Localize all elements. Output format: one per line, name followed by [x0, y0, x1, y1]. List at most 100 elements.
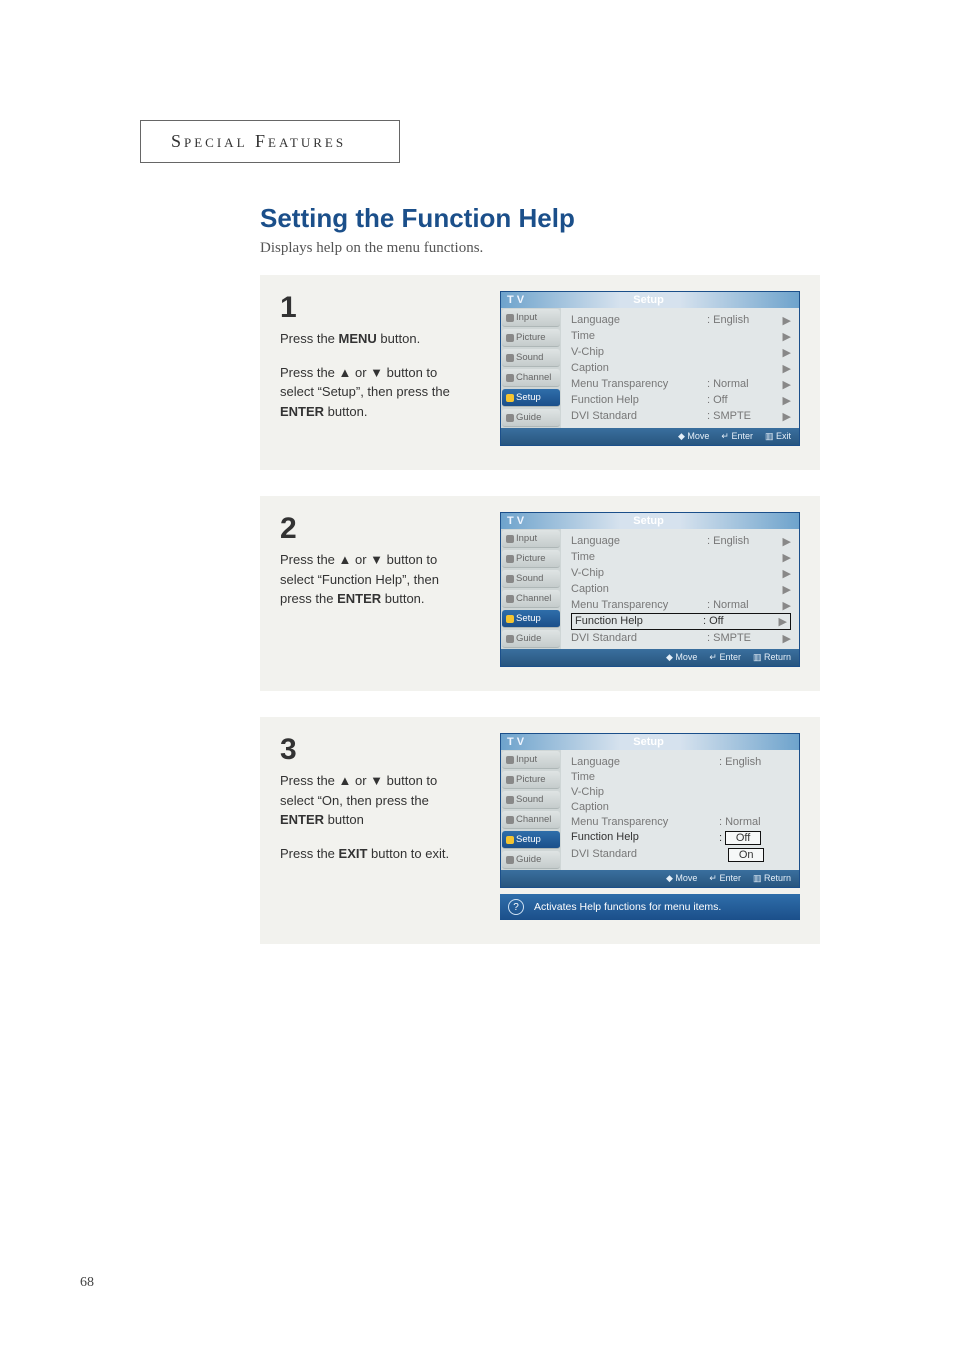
chevron-right-icon: ▶ — [779, 346, 791, 359]
row-label: Menu Transparency — [571, 816, 719, 828]
chevron-right-icon: ▶ — [779, 567, 791, 580]
tab-picture[interactable]: Picture — [502, 550, 560, 568]
osd-tv-label: T V — [507, 515, 524, 527]
text: button. — [381, 591, 424, 606]
tab-picture[interactable]: Picture — [502, 771, 560, 789]
footer-enter: ↵ Enter — [709, 873, 741, 884]
text: Press the ▲ or ▼ button to select “Setup… — [280, 365, 450, 400]
osd-screenshot-2: T V Setup Input Picture Sound Channel Se… — [500, 512, 800, 667]
option-on[interactable]: On — [728, 848, 764, 862]
page-number: 68 — [80, 1275, 94, 1291]
row-label: Time — [571, 551, 707, 564]
row-value: : Normal — [707, 378, 779, 391]
text: button. — [324, 404, 367, 419]
row-value: : Normal — [719, 816, 791, 828]
osd-tabs: Input Picture Sound Channel Setup Guide — [501, 750, 561, 870]
step-1-panel: 1 Press the MENU button. Press the ▲ or … — [260, 275, 820, 470]
tab-input[interactable]: Input — [502, 751, 560, 769]
chevron-right-icon: ▶ — [779, 535, 791, 548]
step-2-text: Press the ▲ or ▼ button to select “Funct… — [280, 550, 470, 609]
footer-enter: ↵ Enter — [709, 652, 741, 663]
tab-input[interactable]: Input — [502, 309, 560, 327]
tab-setup[interactable]: Setup — [502, 831, 560, 849]
tab-guide[interactable]: Guide — [502, 851, 560, 869]
osd-tabs: Input Picture Sound Channel Setup Guide — [501, 529, 561, 649]
osd-title: Setup — [633, 736, 664, 748]
step-3-text-1: Press the ▲ or ▼ button to select “On, t… — [280, 771, 470, 830]
footer-move: ◆ Move — [666, 652, 697, 663]
step-3-number: 3 — [280, 733, 470, 767]
tab-channel[interactable]: Channel — [502, 369, 560, 387]
tab-setup[interactable]: Setup — [502, 389, 560, 407]
tab-guide[interactable]: Guide — [502, 630, 560, 648]
step-2-panel: 2 Press the ▲ or ▼ button to select “Fun… — [260, 496, 820, 691]
row-value: : English — [719, 756, 791, 768]
step-3-text-2: Press the EXIT button to exit. — [280, 844, 470, 864]
row-label: DVI Standard — [571, 410, 707, 423]
tab-input[interactable]: Input — [502, 530, 560, 548]
help-hint-bar: ? Activates Help functions for menu item… — [500, 894, 800, 920]
footer-return: ▥ Return — [753, 652, 791, 663]
row-label: Function Help — [571, 394, 707, 407]
step-2-number: 2 — [280, 512, 470, 546]
chevron-right-icon: ▶ — [779, 632, 791, 645]
step-1-number: 1 — [280, 291, 470, 325]
row-value: : SMPTE — [707, 632, 779, 645]
text-bold: MENU — [339, 331, 377, 346]
row-label: DVI Standard — [571, 632, 707, 645]
row-label: Language — [571, 535, 707, 548]
text: Press the — [280, 331, 339, 346]
tab-channel[interactable]: Channel — [502, 590, 560, 608]
tab-guide[interactable]: Guide — [502, 409, 560, 427]
tab-picture[interactable]: Picture — [502, 329, 560, 347]
chevron-right-icon: ▶ — [779, 551, 791, 564]
section-header: Special Features — [140, 120, 400, 163]
question-icon: ? — [508, 899, 524, 915]
row-label: V-Chip — [571, 567, 707, 580]
chevron-right-icon: ▶ — [779, 362, 791, 375]
footer-move: ◆ Move — [666, 873, 697, 884]
text-bold: ENTER — [280, 404, 324, 419]
osd-tv-label: T V — [507, 736, 524, 748]
step-1-text-1: Press the MENU button. — [280, 329, 470, 349]
chevron-right-icon: ▶ — [779, 378, 791, 391]
row-label: Menu Transparency — [571, 378, 707, 391]
chevron-right-icon: ▶ — [779, 599, 791, 612]
chevron-right-icon: ▶ — [779, 314, 791, 327]
tab-channel[interactable]: Channel — [502, 811, 560, 829]
text: button — [324, 812, 364, 827]
row-label: V-Chip — [571, 346, 707, 359]
text: Press the — [280, 846, 339, 861]
footer-move: ◆ Move — [678, 431, 709, 442]
row-function-help[interactable]: Function Help : Off — [571, 829, 791, 846]
tab-sound[interactable]: Sound — [502, 349, 560, 367]
page-title: Setting the Function Help — [260, 203, 954, 234]
tab-sound[interactable]: Sound — [502, 791, 560, 809]
chevron-right-icon: ▶ — [779, 583, 791, 596]
text-bold: ENTER — [337, 591, 381, 606]
text: button to exit. — [367, 846, 449, 861]
row-label: Time — [571, 330, 707, 343]
footer-enter: ↵ Enter — [721, 431, 753, 442]
hint-text: Activates Help functions for menu items. — [534, 901, 721, 913]
tab-setup[interactable]: Setup — [502, 610, 560, 628]
osd-title: Setup — [633, 515, 664, 527]
osd-tabs: Input Picture Sound Channel Setup Guide — [501, 308, 561, 428]
osd-screenshot-1: T V Setup Input Picture Sound Channel Se… — [500, 291, 800, 446]
row-label: Language — [571, 756, 719, 768]
row-selected[interactable]: Function Help: Off▶ — [571, 613, 791, 630]
osd-screenshot-3: T V Setup Input Picture Sound Channel Se… — [500, 733, 800, 920]
chevron-right-icon: ▶ — [779, 394, 791, 407]
option-off[interactable]: Off — [725, 831, 761, 845]
text-bold: ENTER — [280, 812, 324, 827]
row-label: Caption — [571, 362, 707, 375]
row-label: Caption — [571, 583, 707, 596]
text-bold: EXIT — [339, 846, 368, 861]
row-label: Caption — [571, 801, 719, 813]
chevron-right-icon: ▶ — [775, 615, 787, 628]
row-value: : English — [707, 314, 779, 327]
chevron-right-icon: ▶ — [779, 330, 791, 343]
tab-sound[interactable]: Sound — [502, 570, 560, 588]
row-label: Language — [571, 314, 707, 327]
row-label: DVI Standard — [571, 848, 719, 862]
